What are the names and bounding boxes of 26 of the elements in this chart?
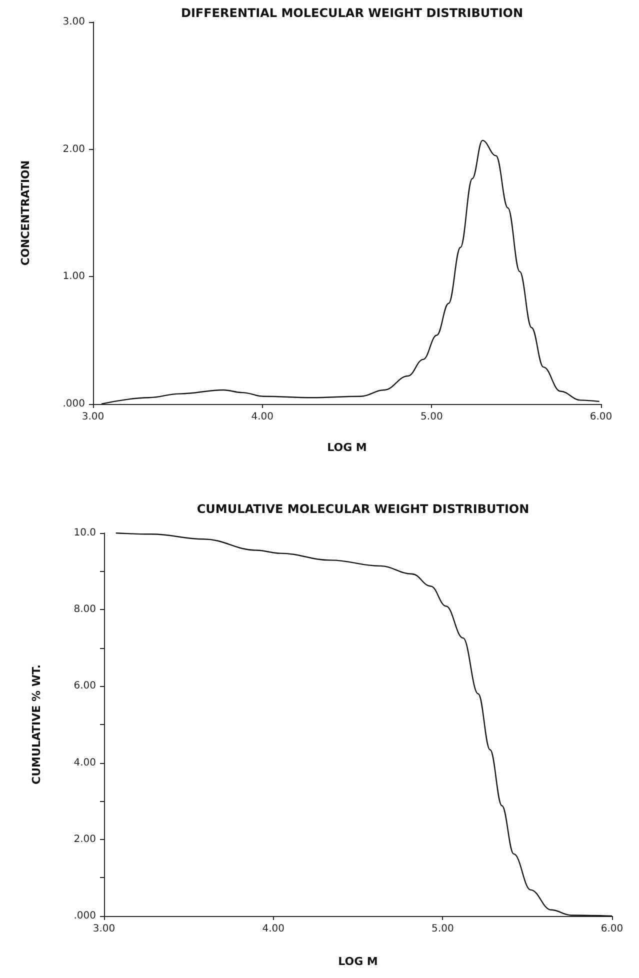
y-tick-label: 6.00 — [74, 680, 96, 692]
x-tick-label: 4.00 — [251, 412, 274, 422]
line-series — [115, 532, 613, 917]
x-tick-label: 6.00 — [600, 924, 624, 934]
y-tick-label: .000 — [62, 398, 85, 410]
y-tick-label: 3.00 — [62, 16, 85, 28]
y-tick-label: .000 — [74, 910, 96, 922]
x-tick-label: 5.00 — [420, 412, 443, 422]
y-tick-label: 1.00 — [62, 271, 85, 282]
y-tick-label: 2.00 — [74, 834, 96, 845]
y-tick-label: 8.00 — [74, 604, 96, 616]
y-tick-label: 4.00 — [74, 757, 96, 768]
x-axis-title: LOG M — [327, 441, 367, 454]
x-tick-label: 6.00 — [590, 412, 612, 422]
y-tick-label: 2.00 — [62, 144, 85, 155]
x-tick-label: 5.00 — [432, 924, 454, 934]
y-tick-label: 10.0 — [74, 528, 96, 538]
x-tick-label: 3.00 — [82, 412, 104, 422]
x-tick-label: 3.00 — [92, 924, 116, 934]
x-axis-title: LOG M — [338, 955, 378, 968]
line-series — [100, 140, 600, 405]
chart-title: DIFFERENTIAL MOLECULAR WEIGHT DISTRIBUTION — [180, 6, 524, 20]
y-axis-title: CONCENTRATION — [19, 160, 32, 266]
x-tick-label: 4.00 — [262, 924, 284, 934]
y-axis-title: CUMULATIVE % WT. — [30, 664, 43, 785]
chart-title: CUMULATIVE MOLECULAR WEIGHT DISTRIBUTION — [196, 502, 530, 516]
